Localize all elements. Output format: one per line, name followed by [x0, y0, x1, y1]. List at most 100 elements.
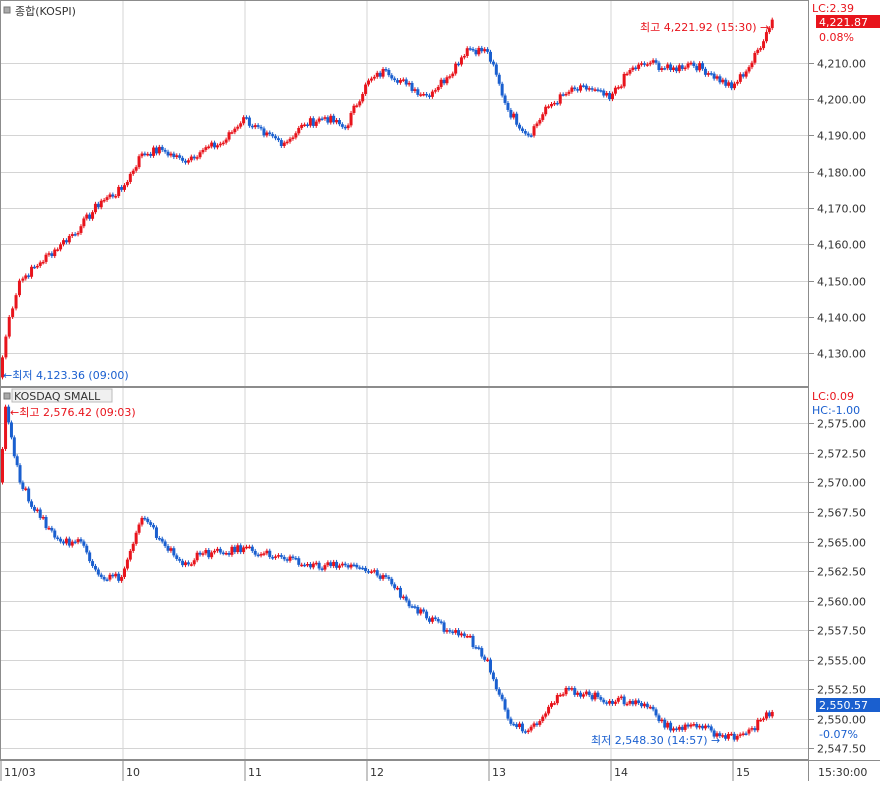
candle	[611, 93, 614, 100]
candle	[471, 635, 475, 648]
candle	[709, 726, 713, 731]
candle	[41, 261, 45, 264]
candle	[291, 556, 295, 559]
candle	[454, 630, 458, 633]
candle	[695, 724, 699, 728]
candle	[207, 550, 211, 558]
candle	[18, 465, 22, 483]
candle	[303, 124, 307, 126]
candle	[741, 74, 745, 77]
candle	[169, 153, 173, 156]
candle	[27, 275, 31, 277]
candle	[497, 689, 501, 695]
candle	[91, 212, 95, 219]
candle	[660, 68, 664, 71]
candle	[645, 64, 649, 66]
candle	[689, 724, 693, 727]
candle	[335, 561, 339, 568]
candle	[489, 51, 492, 62]
candle	[602, 699, 606, 703]
y-tick-label: 4,210.00	[817, 58, 866, 71]
candle	[625, 73, 629, 76]
candle	[125, 559, 129, 569]
candle	[436, 618, 440, 622]
candle	[189, 564, 193, 566]
candle	[24, 275, 28, 279]
candle	[326, 117, 330, 123]
candle	[613, 701, 617, 704]
candle	[756, 719, 760, 731]
candle	[329, 562, 333, 567]
candle	[547, 106, 551, 108]
candle	[729, 733, 733, 736]
candle	[741, 733, 745, 735]
candle	[154, 147, 158, 154]
candle	[416, 89, 420, 95]
candle	[407, 82, 411, 85]
candle	[361, 567, 365, 570]
candle	[358, 101, 362, 106]
candle	[611, 700, 614, 704]
candle	[189, 156, 193, 161]
x-tick-label: 11	[248, 766, 262, 779]
candle	[523, 131, 527, 134]
candle	[413, 606, 417, 608]
candle	[465, 636, 469, 638]
candle	[663, 68, 667, 70]
candle	[253, 125, 257, 128]
candle	[213, 142, 217, 148]
candle	[666, 64, 670, 69]
candle	[378, 72, 382, 77]
candle	[163, 541, 167, 547]
candle	[631, 67, 635, 71]
candle	[686, 724, 690, 727]
candle	[282, 556, 286, 560]
candle	[53, 249, 57, 257]
candle	[236, 545, 240, 553]
candle	[436, 86, 440, 91]
y-tick-label: 4,170.00	[817, 203, 866, 216]
candle	[343, 563, 347, 566]
candle	[462, 633, 466, 637]
candle	[715, 733, 719, 737]
candle	[218, 548, 222, 553]
candle	[529, 726, 533, 731]
candle	[648, 62, 652, 65]
candle	[732, 733, 736, 740]
candle	[480, 648, 484, 657]
candle	[570, 688, 574, 690]
candle	[198, 552, 202, 555]
candle	[230, 132, 234, 134]
candle	[181, 560, 185, 566]
candle	[128, 173, 132, 182]
candle	[701, 725, 705, 729]
candle	[457, 630, 461, 636]
candle	[515, 724, 519, 728]
candle	[108, 574, 112, 580]
candle	[561, 694, 565, 696]
candle	[192, 560, 196, 565]
candle	[79, 226, 83, 233]
candle	[689, 62, 693, 65]
candle	[483, 656, 487, 660]
candle	[500, 83, 504, 96]
y-tick-label: 4,180.00	[817, 167, 866, 180]
candle	[518, 124, 522, 129]
candle	[448, 76, 452, 78]
candle	[651, 706, 655, 710]
candle	[62, 541, 65, 544]
candle	[204, 147, 208, 150]
x-tick-label: 11/03	[4, 766, 36, 779]
candle	[642, 63, 646, 65]
candle	[503, 699, 507, 710]
candle	[579, 85, 583, 91]
candle	[323, 117, 327, 119]
candle	[730, 82, 734, 89]
candle	[753, 728, 757, 731]
candle	[329, 115, 333, 123]
bottom-panel-frame	[0, 387, 809, 760]
candle	[692, 724, 696, 726]
candle	[616, 697, 620, 702]
candle	[7, 406, 11, 423]
